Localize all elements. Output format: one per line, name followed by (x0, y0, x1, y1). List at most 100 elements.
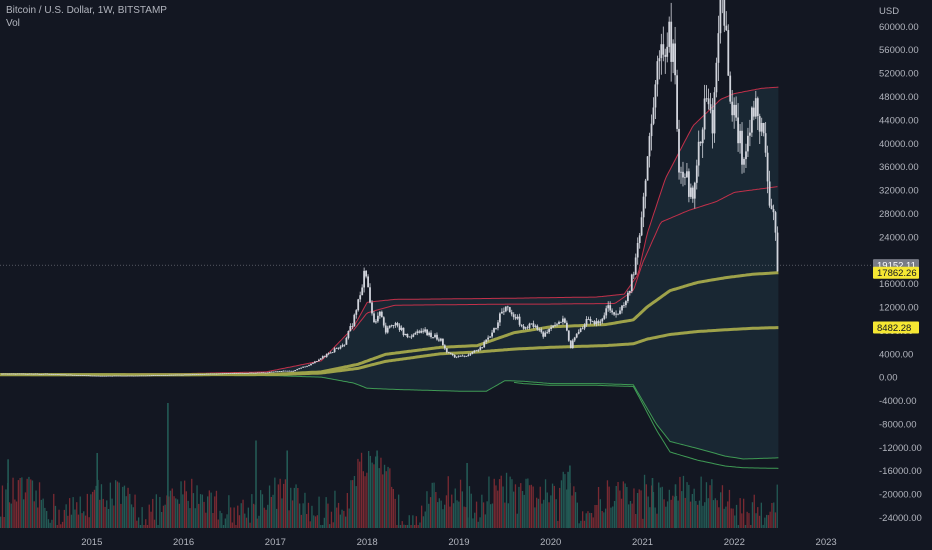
volume-bar (755, 513, 757, 528)
candle-body (134, 375, 137, 377)
volume-bar (93, 489, 96, 528)
candle-body (146, 375, 149, 377)
volume-bar (320, 525, 322, 528)
candle-body (672, 43, 674, 62)
candle-body (499, 313, 501, 323)
candle-body (40, 374, 43, 375)
volume-bar (734, 515, 736, 528)
volume-bar (152, 498, 154, 528)
volume-bar (477, 521, 479, 528)
candle-body (48, 374, 51, 375)
candle-body (690, 187, 692, 197)
candle-body (77, 375, 80, 376)
volume-bar (635, 514, 637, 528)
volume-bar (145, 519, 147, 528)
axis-layer: 60000.00 56000.00 52000.00 48000.00 44000.00… (81, 6, 922, 548)
candle-body (207, 373, 210, 375)
candle-body (300, 367, 302, 369)
volume-bar (474, 512, 476, 528)
volume-bar (86, 493, 88, 528)
volume-bar (429, 497, 432, 528)
candles-layer (1, 0, 779, 377)
volume-bar (5, 489, 7, 528)
candle-body (87, 375, 90, 377)
volume-bar (564, 474, 566, 528)
volume-bar (612, 506, 614, 528)
candle-body (296, 369, 299, 370)
candle-body (209, 373, 212, 375)
volume-bar (242, 499, 244, 528)
candle-body (483, 341, 486, 348)
candle-body (111, 375, 114, 377)
volume-bar (488, 476, 490, 528)
volume-bar (550, 495, 552, 528)
candle-body (676, 75, 678, 129)
candle-body (375, 321, 377, 323)
candle-body (707, 98, 710, 105)
volume-bar (299, 503, 301, 528)
candle-body (473, 350, 476, 352)
volume-bar (130, 504, 133, 528)
candle-body (113, 375, 116, 377)
candle-body (713, 92, 716, 134)
candle-body (197, 374, 200, 375)
candle-body (597, 321, 600, 323)
candle-body (34, 373, 37, 375)
candle-body (32, 373, 35, 375)
volume-bar (19, 478, 21, 528)
chart-title: Bitcoin / U.S. Dollar, 1W, BITSTAMP (6, 5, 167, 16)
band-fill-layer (0, 87, 779, 459)
volume-bar (500, 475, 502, 528)
volume-bar (672, 495, 674, 528)
candle-body (398, 325, 401, 330)
candle-body (5, 373, 7, 375)
volume-bar (714, 498, 716, 528)
candle-body (428, 332, 430, 336)
candle-body (646, 156, 649, 181)
candle-body (394, 323, 397, 326)
candle-body (652, 107, 655, 124)
candle-body (388, 325, 391, 328)
candle-body (445, 348, 448, 353)
volume-bar (580, 520, 582, 528)
candle-body (699, 141, 702, 144)
volume-bar (461, 491, 463, 528)
volume-bar (709, 485, 711, 528)
candle-body (678, 128, 680, 173)
candle-body (575, 333, 578, 338)
volume-bar (391, 486, 393, 528)
volume-bar (368, 451, 370, 528)
volume-bar (536, 497, 538, 528)
candle-body (642, 196, 645, 218)
volume-bar (84, 515, 87, 528)
volume-bar (210, 492, 212, 528)
volume-bar (360, 452, 363, 528)
volume-bar (136, 520, 138, 528)
volume-bar (240, 503, 242, 528)
candle-body (540, 329, 543, 333)
candle-body (60, 374, 62, 376)
candle-body (526, 327, 529, 329)
candle-body (123, 375, 125, 377)
volume-bar (3, 517, 5, 528)
volume-bar (697, 504, 699, 528)
candle-body (455, 356, 458, 358)
candle-body (536, 325, 539, 330)
candle-body (58, 374, 60, 375)
volume-bar (346, 493, 348, 528)
volume-bar (771, 503, 773, 528)
volume-bar (155, 494, 157, 528)
candle-body (75, 375, 78, 376)
candle-body (268, 372, 271, 373)
y-tick-label: 28000.00 (879, 209, 919, 220)
volume-bar (253, 503, 255, 528)
candle-body (280, 371, 283, 372)
candle-body (506, 306, 509, 308)
volume-bar (753, 494, 755, 528)
y-tick-label: -16000.00 (879, 466, 922, 477)
candle-body (286, 370, 289, 372)
candle-body (373, 313, 375, 323)
volume-bar (670, 499, 672, 528)
volume-bar (543, 499, 545, 528)
